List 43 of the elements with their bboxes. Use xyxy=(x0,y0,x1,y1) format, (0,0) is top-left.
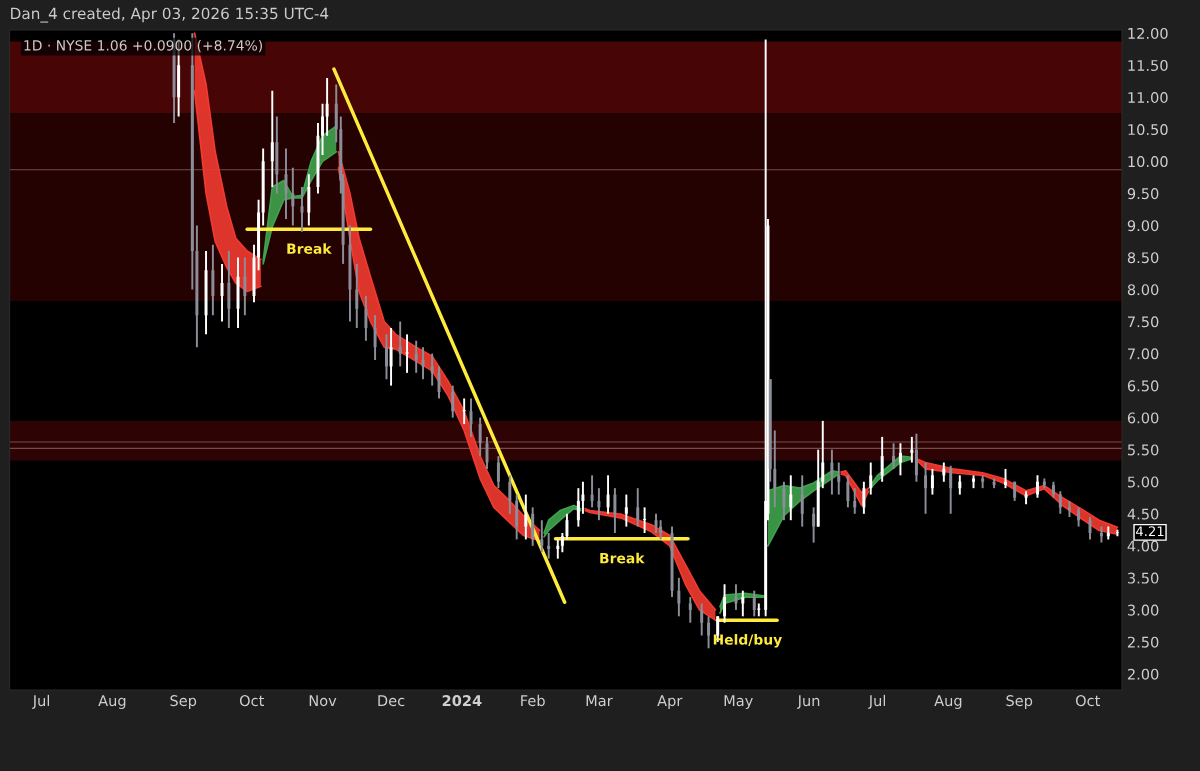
y-tick-label: 5.00 xyxy=(1127,476,1159,488)
y-tick-label: 3.50 xyxy=(1127,572,1159,584)
annotation: Break xyxy=(600,552,645,564)
x-tick-label: Jul xyxy=(32,694,50,709)
y-tick-label: 4.50 xyxy=(1127,508,1159,520)
x-tick-label: Sep xyxy=(1006,695,1033,709)
y-tick-label: 3.00 xyxy=(1127,604,1159,616)
text: 1D · NYSE 1.06 +0.0900 (+8.74%) xyxy=(24,39,262,53)
y-tick-label: 4.00 xyxy=(1127,540,1159,552)
y-tick-label: 9.50 xyxy=(1127,188,1159,200)
y-tick-label: 2.00 xyxy=(1127,668,1159,680)
x-tick-label: Apr xyxy=(657,695,683,709)
y-tick-label: 9.00 xyxy=(1127,220,1159,232)
text: 4.21 xyxy=(1135,526,1164,537)
annotation: Break xyxy=(287,243,332,254)
x-tick-label: Oct xyxy=(239,695,264,707)
x-tick-label: Jun xyxy=(796,695,820,709)
y-tick-label: 6.50 xyxy=(1127,380,1159,392)
x-tick-label: Dec xyxy=(378,695,405,707)
x-tick-label: Oct xyxy=(1075,695,1100,707)
chart-title: Dan_4 created, Apr 03, 2026 15:35 UTC-4 xyxy=(11,7,329,23)
y-tick-label: 5.50 xyxy=(1127,444,1159,456)
y-tick-label: 8.50 xyxy=(1127,252,1159,264)
x-tick-label: 2024 xyxy=(442,695,482,707)
y-tick-label: 6.00 xyxy=(1127,412,1159,424)
x-tick-label: Nov xyxy=(309,695,337,707)
x-tick-label: Jul xyxy=(868,694,886,709)
x-tick-label: Mar xyxy=(586,695,613,707)
x-tick-label: Sep xyxy=(170,695,197,709)
x-tick-label: Aug xyxy=(98,695,126,709)
x-tick-label: Feb xyxy=(521,694,545,707)
y-tick-label: 12.00 xyxy=(1128,27,1168,39)
x-tick-label: May xyxy=(724,695,753,709)
y-tick-label: 11.50 xyxy=(1128,59,1168,71)
y-tick-label: 11.00 xyxy=(1128,92,1168,104)
y-tick-label: 10.50 xyxy=(1128,124,1168,136)
y-tick-label: 7.00 xyxy=(1128,348,1159,360)
y-tick-label: 2.50 xyxy=(1127,636,1159,648)
y-tick-label: 10.00 xyxy=(1128,156,1168,168)
x-tick-label: Aug xyxy=(934,695,962,709)
y-tick-label: 8.00 xyxy=(1127,284,1159,296)
y-tick-label: 7.50 xyxy=(1128,316,1159,328)
annotation: Held/buy xyxy=(713,634,782,648)
